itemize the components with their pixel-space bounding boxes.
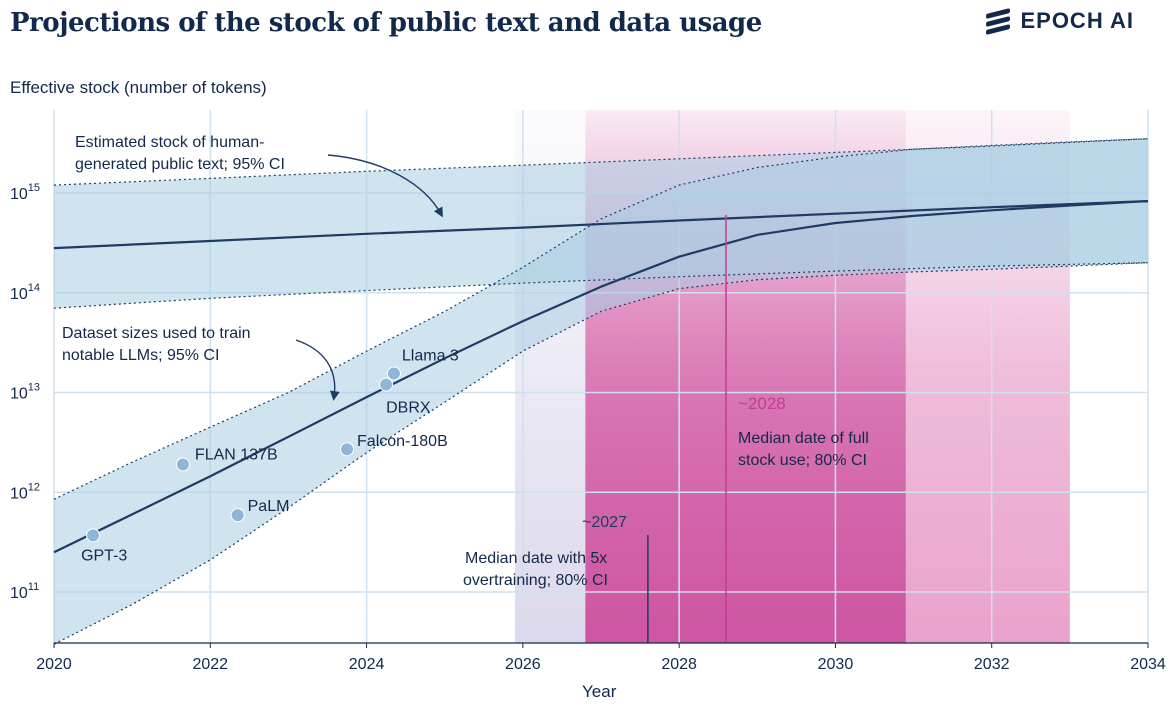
- x-tick-label-2032: 2032: [974, 656, 1010, 673]
- y-tick-label-1e13: 1013: [10, 382, 40, 403]
- model-label-gpt-3: GPT-3: [81, 547, 127, 564]
- x-tick-label-2030: 2030: [818, 656, 854, 673]
- brand-name: EPOCH AI: [1020, 8, 1134, 33]
- model-point-dbrx: [379, 377, 394, 392]
- usage-annotation-line-1: Dataset sizes used to train: [62, 325, 251, 342]
- usage-ci-band: [54, 138, 1148, 645]
- x-tick-label-2034: 2034: [1130, 656, 1166, 673]
- epoch-ai-logo: EPOCH AI: [986, 7, 1134, 35]
- usage-annotation-arrow: [295, 339, 340, 401]
- x-tick-label-2028: 2028: [661, 656, 697, 673]
- overtraining-median-date-label: ~2027: [582, 514, 627, 531]
- stock-annotation-arrow: [327, 154, 443, 218]
- stock-median-line: [53, 200, 1149, 250]
- full-stock-annotation-line-1: Median date of full: [738, 430, 869, 447]
- x-axis-label: Year: [582, 682, 617, 701]
- y-axis-label: Effective stock (number of tokens): [10, 78, 267, 97]
- stock-annotation-line-2: generated public text; 95% CI: [75, 156, 285, 173]
- model-point-gpt-3: [86, 528, 101, 543]
- x-tick-label-2020: 2020: [36, 656, 72, 673]
- model-point-flan-137b: [175, 457, 190, 472]
- model-label-falcon-180b: Falcon-180B: [357, 433, 448, 450]
- model-point-palm: [230, 508, 245, 523]
- model-label-dbrx: DBRX: [386, 400, 431, 417]
- overtraining-annotation-line-2: overtraining; 80% CI: [463, 572, 608, 589]
- usage-annotation-line-2: notable LLMs; 95% CI: [62, 347, 219, 364]
- x-tick-label-2022: 2022: [192, 656, 228, 673]
- model-point-llama-3: [386, 366, 401, 381]
- full-stock-annotation-line-2: stock use; 80% CI: [738, 452, 867, 469]
- model-label-flan-137b: FLAN 137B: [195, 446, 278, 463]
- overtraining-annotation-line-1: Median date with 5x: [465, 550, 607, 567]
- model-label-llama-3: Llama 3: [402, 348, 459, 365]
- x-tick-label-2026: 2026: [505, 656, 541, 673]
- usage-lower-bound-line: [53, 262, 1149, 645]
- full-stock-median-date-label: ~2028: [738, 394, 786, 413]
- y-tick-label-1e14: 1014: [10, 282, 40, 303]
- y-tick-label-1e12: 1012: [10, 481, 40, 502]
- y-tick-label-1e11: 1011: [10, 581, 39, 602]
- usage-median-line: [53, 200, 1149, 554]
- y-tick-label-1e15: 1015: [10, 182, 40, 203]
- x-tick-label-2024: 2024: [349, 656, 385, 673]
- usage-upper-bound-line: [53, 138, 1149, 500]
- model-point-falcon-180b: [340, 442, 355, 457]
- model-label-palm: PaLM: [248, 498, 290, 515]
- stock-annotation-line-1: Estimated stock of human-: [75, 134, 264, 151]
- chart-title: Projections of the stock of public text …: [10, 8, 762, 38]
